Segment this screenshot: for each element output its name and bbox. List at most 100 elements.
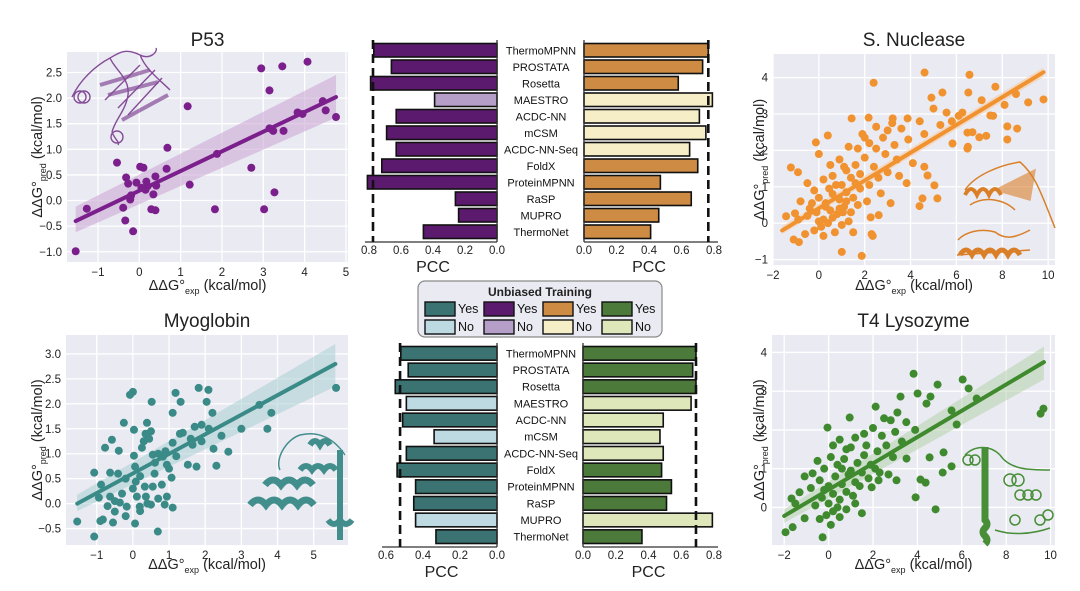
data-point [210, 205, 219, 214]
x-tick-label: 8 [1003, 550, 1009, 562]
y-tick-label: 2.0 [45, 399, 61, 411]
data-point [128, 387, 137, 396]
data-point [975, 133, 984, 142]
bar [583, 42, 710, 58]
data-point [857, 251, 866, 260]
data-point [842, 505, 851, 514]
x-tick-label: 0.8 [706, 550, 722, 562]
data-point [989, 111, 998, 120]
legend-swatch-yes [483, 301, 515, 317]
data-point [194, 383, 203, 392]
data-point [920, 162, 929, 171]
data-point [896, 392, 905, 401]
bar [390, 59, 498, 75]
bar [380, 158, 498, 174]
data-point [810, 226, 819, 235]
x-tick-label: 3 [238, 550, 244, 562]
data-point [796, 197, 805, 206]
data-point [860, 133, 869, 142]
legend-label-yes: Yes [458, 302, 478, 316]
x-axis-label: ΔΔG°exp (kcal/mol) [855, 278, 973, 296]
bar [422, 224, 498, 240]
y-tick-label: 1 [762, 182, 768, 194]
data-point [795, 488, 804, 497]
legend-swatch-yes [601, 301, 633, 317]
data-point [153, 527, 162, 536]
data-point [865, 180, 874, 189]
data-point [237, 424, 246, 433]
method-label: ACDC-NN [516, 415, 567, 427]
data-point [891, 427, 900, 436]
data-point [332, 383, 341, 392]
bar [385, 125, 498, 141]
data-point [871, 402, 880, 411]
x-axis-label: PCC [632, 259, 666, 276]
data-point [856, 170, 865, 179]
method-labels-top: ThermoMPNN PROSTATA Rosetta MAESTRO ACDC-NN m… [504, 45, 578, 239]
bar [582, 479, 673, 495]
data-point [183, 102, 192, 111]
data-point [888, 119, 897, 128]
method-label: ProteinMPNN [507, 482, 574, 494]
data-point [157, 480, 166, 489]
bar [372, 42, 498, 58]
data-point [1039, 95, 1048, 104]
data-point [931, 505, 940, 514]
data-point [142, 418, 151, 427]
method-label: PROSTATA [513, 365, 571, 377]
data-point [862, 441, 871, 450]
y-axis-label: ΔΔG°pred (kcal/mol) [752, 379, 770, 500]
bar [582, 379, 697, 395]
data-point [1003, 135, 1012, 144]
data-point [824, 219, 833, 228]
bar [582, 362, 694, 378]
data-point [162, 492, 171, 501]
data-point [815, 476, 824, 485]
data-point [114, 469, 123, 478]
data-point [110, 497, 119, 506]
x-tick-label: 0.2 [452, 550, 468, 562]
data-point [103, 502, 112, 511]
legend-label-no: No [576, 320, 592, 334]
data-point [131, 462, 140, 471]
x-tick-label: 8 [999, 270, 1005, 282]
scatter-panel-s-nuclease: −2 0 2 4 6 8 10 −1 0 1 2 3 4 S. Nuclease ΔΔG°exp (kcal… [752, 30, 1055, 296]
y-tick-label: 2.5 [45, 374, 61, 386]
data-point [137, 443, 146, 452]
data-point [176, 397, 185, 406]
bar [394, 379, 498, 395]
regression-line [73, 95, 339, 224]
x-tick-label: −1 [90, 550, 103, 562]
data-point [811, 501, 820, 510]
x-tick-label: 5 [310, 550, 316, 562]
data-point [124, 179, 133, 188]
legend-label-yes: Yes [635, 302, 655, 316]
data-point [853, 144, 862, 153]
bar-panel-myoglobin-pcc: 0.6 0.4 0.2 0.0 PCC [378, 343, 505, 581]
x-axis-label: ΔΔG°exp (kcal/mol) [855, 557, 973, 575]
x-tick-label: 0.6 [393, 245, 409, 257]
data-point [838, 208, 847, 217]
protein-structure-myoglobin-icon [247, 433, 355, 540]
data-point [212, 461, 221, 470]
data-point [1039, 404, 1048, 413]
data-point [837, 180, 846, 189]
x-tick-label: 0 [130, 550, 136, 562]
data-point [922, 399, 931, 408]
data-point [868, 231, 877, 240]
y-tick-label: 1.0 [46, 144, 62, 156]
data-point [168, 438, 177, 447]
data-point [321, 106, 330, 115]
x-tick-label: 0.6 [673, 550, 689, 562]
y-tick-label: 3 [761, 386, 767, 398]
method-label: PROSTATA [513, 62, 571, 74]
bar [405, 445, 498, 461]
data-point [793, 168, 802, 177]
data-point [923, 171, 932, 180]
data-point [835, 495, 844, 504]
data-point [257, 64, 266, 73]
x-tick-label: 4 [907, 270, 914, 282]
confidence-band [75, 75, 337, 233]
regression-line [780, 70, 1046, 233]
x-tick-label: 0.2 [609, 245, 625, 257]
